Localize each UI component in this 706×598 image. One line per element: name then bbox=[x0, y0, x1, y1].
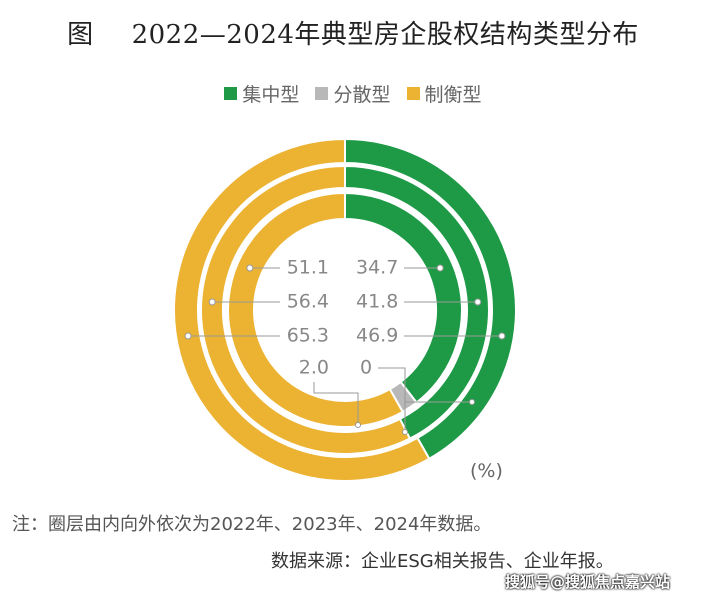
leader-line bbox=[313, 382, 359, 425]
watermark: 搜狐号@搜狐焦点嘉兴站 bbox=[505, 573, 671, 591]
leader-dot bbox=[474, 298, 482, 306]
label-dispersed-2022: 2.0 bbox=[299, 357, 329, 379]
leader-dot bbox=[436, 264, 444, 272]
label-balanced-1: 56.4 bbox=[287, 291, 329, 313]
chart-title: 图 2022—2024年典型房企股权结构类型分布 bbox=[67, 20, 639, 50]
leader-dot bbox=[402, 429, 408, 435]
source-note: 数据来源：企业ESG相关报告、企业年报。 bbox=[271, 551, 614, 572]
label-balanced-2: 65.3 bbox=[287, 325, 329, 347]
legend-item-concentrated: 集中型 bbox=[224, 80, 299, 107]
ring-2024-segment-2 bbox=[173, 137, 431, 482]
leader-dot bbox=[498, 332, 506, 340]
label-concentrated-0: 34.7 bbox=[356, 257, 398, 279]
legend-item-balanced: 制衡型 bbox=[406, 80, 482, 107]
leader-dot bbox=[184, 332, 192, 340]
label-concentrated-1: 41.8 bbox=[356, 291, 398, 313]
legend: 集中型 分散型 制衡型 bbox=[0, 80, 706, 107]
ring-2023-segment-2 bbox=[200, 164, 412, 455]
ring-2022-segment-2 bbox=[227, 191, 405, 428]
footnote: 注：圈层由内向外依次为2022年、2023年、2024年数据。 bbox=[12, 514, 492, 535]
leader-dot bbox=[355, 422, 361, 428]
leader-dot bbox=[469, 399, 475, 405]
label-concentrated-2: 46.9 bbox=[356, 325, 398, 347]
legend-item-dispersed: 分散型 bbox=[315, 80, 391, 107]
leader-dot bbox=[208, 298, 216, 306]
label-dispersed-zero: 0 bbox=[360, 357, 372, 379]
leader-line bbox=[378, 367, 406, 432]
label-balanced-0: 51.1 bbox=[287, 257, 329, 279]
unit-label: (%) bbox=[470, 460, 503, 482]
leader-dot bbox=[246, 264, 254, 272]
